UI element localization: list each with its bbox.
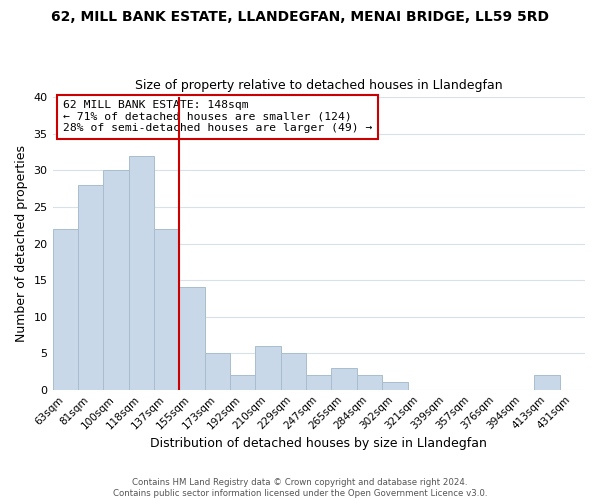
Bar	[230, 375, 256, 390]
Text: 62, MILL BANK ESTATE, LLANDEGFAN, MENAI BRIDGE, LL59 5RD: 62, MILL BANK ESTATE, LLANDEGFAN, MENAI …	[51, 10, 549, 24]
Bar	[256, 346, 281, 390]
Bar	[534, 375, 560, 390]
Bar	[382, 382, 407, 390]
Bar	[128, 156, 154, 390]
Bar	[103, 170, 128, 390]
Bar	[357, 375, 382, 390]
Title: Size of property relative to detached houses in Llandegfan: Size of property relative to detached ho…	[135, 79, 503, 92]
Bar	[331, 368, 357, 390]
Bar	[154, 229, 179, 390]
Bar	[281, 353, 306, 390]
X-axis label: Distribution of detached houses by size in Llandegfan: Distribution of detached houses by size …	[151, 437, 487, 450]
Text: Contains HM Land Registry data © Crown copyright and database right 2024.
Contai: Contains HM Land Registry data © Crown c…	[113, 478, 487, 498]
Text: 62 MILL BANK ESTATE: 148sqm
← 71% of detached houses are smaller (124)
28% of se: 62 MILL BANK ESTATE: 148sqm ← 71% of det…	[63, 100, 373, 134]
Bar	[53, 229, 78, 390]
Bar	[306, 375, 331, 390]
Bar	[78, 185, 103, 390]
Y-axis label: Number of detached properties: Number of detached properties	[15, 145, 28, 342]
Bar	[205, 353, 230, 390]
Bar	[179, 288, 205, 390]
